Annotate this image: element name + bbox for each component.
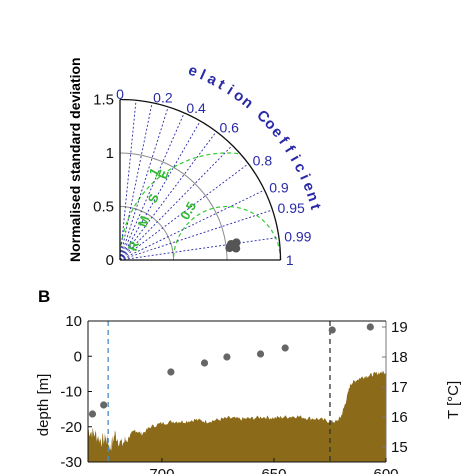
depth-tick-label: 10: [65, 313, 82, 330]
arc-label-char: i: [296, 172, 313, 183]
depth-tick-labels: 10 0 -10 -20 -30: [60, 313, 92, 471]
depth-tick-label: -10: [60, 384, 82, 401]
temperature-tick-label: 19: [391, 319, 408, 336]
rmse-label-letter: M: [135, 214, 153, 229]
std-tick-label: 1: [106, 145, 114, 162]
panel-label-b: B: [38, 287, 50, 306]
correlation-ray: [119, 163, 249, 261]
std-tick-label: 0: [106, 252, 114, 269]
correlation-tick-label: 0: [116, 86, 124, 102]
rmse-tick-label: 0.5: [177, 199, 199, 222]
temperature-point: [223, 353, 231, 361]
correlation-tick-label: 0.95: [278, 200, 305, 216]
correlation-tick-label: 0.4: [186, 100, 206, 116]
correlation-tick-label: 1: [286, 252, 294, 268]
taylor-points: [225, 238, 241, 253]
temperature-tick-label: 15: [391, 439, 408, 456]
temperature-tick-label: 18: [391, 349, 408, 366]
depth-axis-label: depth [m]: [35, 374, 52, 437]
rmse-label-letter: S: [145, 191, 162, 205]
rmse-contour: [172, 205, 282, 260]
std-arcs: [119, 152, 228, 261]
arc-label-char: t: [306, 202, 324, 211]
temperature-tick-label: 17: [391, 379, 408, 396]
std-axis-label: Normalised standard deviation: [67, 57, 83, 262]
temperature-axis-label: T [°C]: [445, 381, 462, 419]
rmse-tick-labels: 0.51: [146, 165, 199, 222]
correlation-rays: [119, 100, 279, 261]
rmse-contour: [119, 152, 239, 260]
correlation-ray: [119, 100, 137, 261]
correlation-ray: [119, 102, 153, 261]
correlation-ray: [119, 106, 169, 261]
std-tick-label: 1.5: [93, 92, 114, 109]
temperature-point: [328, 326, 336, 334]
arc-label-char: e: [186, 62, 200, 81]
temperature-point: [281, 344, 289, 352]
correlation-ray: [119, 236, 279, 261]
bathymetry-area: [88, 370, 386, 462]
std-tick-labels: 0 0.5 1 1.5: [93, 92, 114, 270]
outer-arc: [119, 98, 282, 261]
temperature-tick-label: 16: [391, 409, 408, 426]
correlation-tick-label: 0.6: [220, 119, 240, 135]
temperature-point: [167, 368, 175, 376]
temperature-point: [200, 359, 209, 367]
correlation-ray: [119, 120, 201, 261]
depth-tick-label: -30: [60, 454, 82, 471]
temperature-point: [366, 323, 374, 331]
correlation-tick-label: 0.2: [153, 90, 173, 106]
correlation-ray: [119, 145, 233, 261]
x-tick-label: 600: [373, 466, 398, 474]
plot-content: [88, 321, 386, 462]
correlation-ray: [119, 112, 185, 261]
std-arc: [119, 152, 228, 261]
taylor-point: [232, 238, 241, 247]
correlation-ray: [119, 131, 217, 261]
depth-tick-label: 0: [74, 348, 82, 365]
correlation-tick-labels: 0 0.2 0.4 0.6 0.8 0.9 0.95 0.99 1: [116, 86, 312, 268]
std-arc: [119, 206, 174, 261]
arc-label-char: l: [197, 67, 208, 84]
temperature-point: [256, 350, 265, 358]
x-tick-label: 700: [149, 466, 174, 474]
std-tick-label: 0.5: [93, 199, 114, 216]
correlation-tick-label: 0.9: [269, 180, 289, 196]
correlation-ray: [119, 209, 273, 261]
correlation-ray: [119, 189, 265, 261]
plot-area: [88, 321, 386, 462]
temperature-point: [100, 401, 108, 409]
depth-temperature-panel: B 10 0 -10 -20 -30 19 18 17 16 15 700 650 600 dept…: [35, 287, 462, 474]
taylor-axes: [119, 98, 282, 261]
taylor-diagram: 00.511.5 0 0.20.40.60.80.90.950.991 0.51 …: [67, 57, 324, 269]
temperature-point: [88, 410, 97, 418]
depth-tick-label: -20: [60, 419, 82, 436]
x-tick-labels: 700 650 600: [149, 458, 399, 474]
correlation-tick-label: 0.99: [284, 229, 311, 245]
rmse-contours: [119, 152, 282, 260]
temperature-tick-labels: 19 18 17 16 15: [382, 319, 408, 456]
x-tick-label: 650: [261, 466, 286, 474]
correlation-tick-label: 0.8: [253, 152, 273, 168]
rmse-label-letter: R: [125, 238, 143, 253]
